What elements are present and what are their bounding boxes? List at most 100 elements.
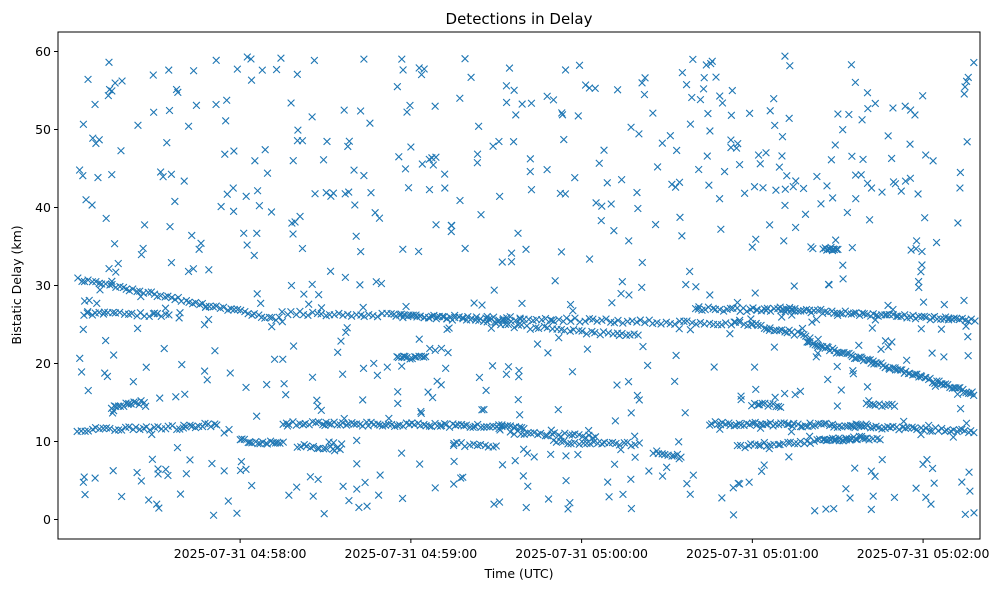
data-point-1250	[808, 318, 816, 326]
data-point-1486	[830, 436, 838, 445]
data-point-1504	[706, 59, 715, 68]
data-point-1547	[490, 500, 498, 508]
data-point-1238	[787, 427, 796, 436]
data-point-1243	[375, 214, 384, 222]
data-point-1348	[267, 208, 276, 216]
data-point-1032	[498, 258, 507, 266]
data-point-511	[124, 399, 133, 408]
data-point-1099	[829, 504, 838, 513]
data-point-1266	[964, 332, 972, 341]
data-point-1471	[80, 297, 89, 305]
data-point-594	[376, 421, 384, 429]
data-point-1391	[775, 163, 784, 171]
data-point-1463	[420, 65, 428, 73]
data-point-1398	[771, 393, 779, 402]
data-point-1031	[229, 207, 238, 216]
data-point-88	[304, 311, 312, 320]
data-point-101	[360, 312, 368, 321]
data-point-1062	[591, 84, 599, 93]
data-point-1528	[164, 66, 173, 74]
data-point-1109	[921, 151, 930, 159]
data-point-1232	[488, 362, 497, 370]
data-point-1270	[263, 169, 272, 177]
data-point-776	[825, 421, 834, 430]
data-point-91	[317, 310, 325, 318]
data-point-988	[737, 392, 745, 400]
data-point-1426	[805, 432, 814, 441]
data-point-1349	[778, 152, 786, 160]
data-point-1566	[687, 93, 696, 102]
data-point-176	[683, 317, 691, 325]
data-point-1083	[361, 478, 369, 487]
data-point-242	[578, 327, 586, 335]
data-point-1451	[341, 273, 350, 282]
data-point-354	[911, 314, 920, 323]
data-point-1388	[92, 299, 101, 308]
data-point-484	[114, 426, 123, 434]
data-point-1141	[569, 306, 577, 315]
data-point-1375	[937, 325, 946, 333]
data-point-1454	[678, 68, 687, 77]
data-point-1330	[356, 247, 365, 256]
data-point-1524	[242, 192, 250, 201]
data-point-1028	[814, 335, 822, 344]
data-point-1290	[568, 367, 577, 376]
data-point-1014	[340, 414, 349, 423]
data-point-569	[319, 444, 328, 453]
data-point-1368	[760, 461, 768, 469]
data-point-1558	[133, 468, 141, 477]
data-point-1235	[597, 202, 606, 210]
data-point-230	[526, 325, 535, 333]
data-point-689	[568, 431, 577, 439]
data-point-1520	[617, 445, 625, 454]
data-point-456	[962, 388, 970, 397]
data-point-933	[781, 185, 790, 193]
data-point-1278	[447, 227, 456, 236]
data-point-1466	[585, 255, 594, 263]
data-point-701	[564, 440, 572, 448]
data-point-1152	[277, 54, 285, 62]
data-point-841	[774, 402, 783, 411]
data-point-1027	[105, 85, 114, 94]
data-point-1215	[514, 395, 523, 404]
data-point-1084	[715, 194, 724, 203]
data-point-1069	[754, 151, 763, 159]
data-point-893	[949, 425, 958, 434]
data-point-1226	[470, 299, 478, 307]
data-point-752	[762, 420, 770, 428]
data-point-1551	[156, 168, 165, 176]
data-point-929	[914, 277, 923, 286]
data-point-383	[816, 342, 825, 351]
data-point-813	[806, 439, 815, 448]
data-point-738	[725, 419, 733, 427]
data-point-127	[472, 313, 481, 321]
data-point-1557	[443, 325, 451, 334]
data-point-56	[267, 313, 276, 322]
data-point-1390	[842, 484, 850, 493]
data-point-1112	[287, 281, 296, 290]
data-point-758	[777, 419, 785, 427]
data-point-331	[847, 310, 856, 318]
data-point-1293	[639, 342, 647, 351]
data-point-344	[882, 311, 891, 319]
data-point-1442	[907, 246, 915, 254]
data-point-1116	[516, 315, 525, 324]
data-point-72	[127, 309, 136, 318]
data-point-1461	[865, 216, 874, 224]
data-point-970	[137, 292, 145, 301]
data-point-897	[960, 426, 969, 435]
data-point-1100	[186, 456, 194, 464]
data-point-198	[416, 312, 425, 321]
data-point-1204	[212, 100, 220, 109]
data-point-1192	[851, 194, 860, 203]
data-point-611	[425, 422, 434, 430]
data-point-1139	[890, 493, 899, 502]
data-point-918	[548, 316, 556, 325]
data-point-1258	[624, 237, 633, 245]
data-point-61	[83, 309, 92, 317]
data-point-1227	[561, 66, 570, 74]
data-point-1529	[139, 244, 147, 253]
data-point-1269	[672, 351, 680, 360]
data-point-1208	[751, 289, 760, 297]
data-point-1239	[447, 221, 456, 230]
